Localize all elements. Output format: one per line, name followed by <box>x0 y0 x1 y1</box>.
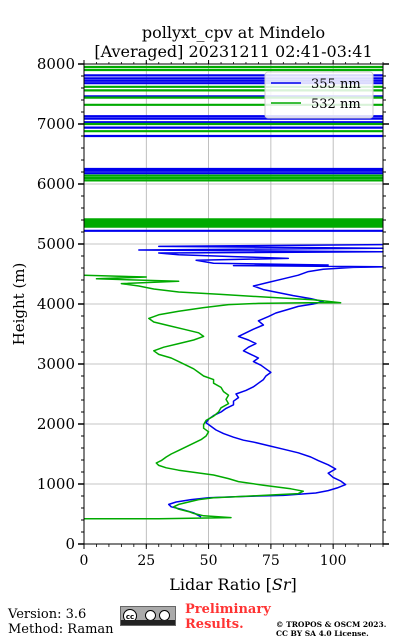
x-axis-label-bracket: ] <box>291 575 297 594</box>
copyright-line2: CC BY SA 4.0 License. <box>276 629 369 638</box>
legend-label-355: 355 nm <box>311 77 361 92</box>
method-text: Method: Raman <box>8 622 114 637</box>
legend-label-532: 532 nm <box>311 97 361 112</box>
x-tick-label: 0 <box>80 553 89 569</box>
y-tick-label: 0 <box>65 535 75 553</box>
copyright-notice: © TROPOS & OSCM 2023. CC BY SA 4.0 Licen… <box>276 620 386 638</box>
x-axis-label-unit: Sr <box>272 575 292 594</box>
y-tick-label: 7000 <box>37 115 75 133</box>
x-tick-label: 75 <box>262 553 280 569</box>
series-532-nm <box>83 65 383 520</box>
y-tick-label: 6000 <box>37 175 75 193</box>
y-tick-label: 4000 <box>37 295 75 313</box>
preliminary-line2: Results. <box>185 617 244 632</box>
cc-badge-strip <box>121 620 175 625</box>
chart-title-line1: pollyxt_cpv at Mindelo <box>141 23 326 42</box>
y-tick-label: 5000 <box>37 235 75 253</box>
series-line <box>138 243 384 518</box>
preliminary-line1: Preliminary <box>185 602 271 617</box>
chart-title-line2: [Averaged] 20231211 02:41-03:41 <box>94 42 373 61</box>
x-tick-label: 100 <box>320 553 347 569</box>
y-tick-label: 2000 <box>37 415 75 433</box>
x-tick-label: 50 <box>200 553 218 569</box>
y-tick-label: 3000 <box>37 355 75 373</box>
cc-license-badge: cc <box>120 606 176 626</box>
version-text: Version: 3.6 <box>8 607 87 622</box>
lidar-ratio-chart: 0 25 50 75 100010002000300040005000600070008… <box>10 55 389 594</box>
axis-ticks: 0 25 50 75 100010002000300040005000600070008… <box>37 55 389 569</box>
x-tick-label: 25 <box>137 553 155 569</box>
series-line <box>83 274 342 520</box>
series-layer <box>83 65 384 520</box>
preliminary-notice: Preliminary Results. <box>185 602 271 632</box>
x-axis-label: Lidar Ratio [Sr] <box>169 575 297 594</box>
y-axis-label: Height (m) <box>10 263 28 346</box>
legend: 355 nm 532 nm <box>264 71 374 119</box>
series-355-nm <box>84 74 384 518</box>
y-tick-label: 1000 <box>37 475 75 493</box>
copyright-line1: © TROPOS & OSCM 2023. <box>276 620 387 629</box>
x-axis-label-text: Lidar Ratio [ <box>169 575 272 594</box>
y-tick-label: 8000 <box>37 55 75 73</box>
